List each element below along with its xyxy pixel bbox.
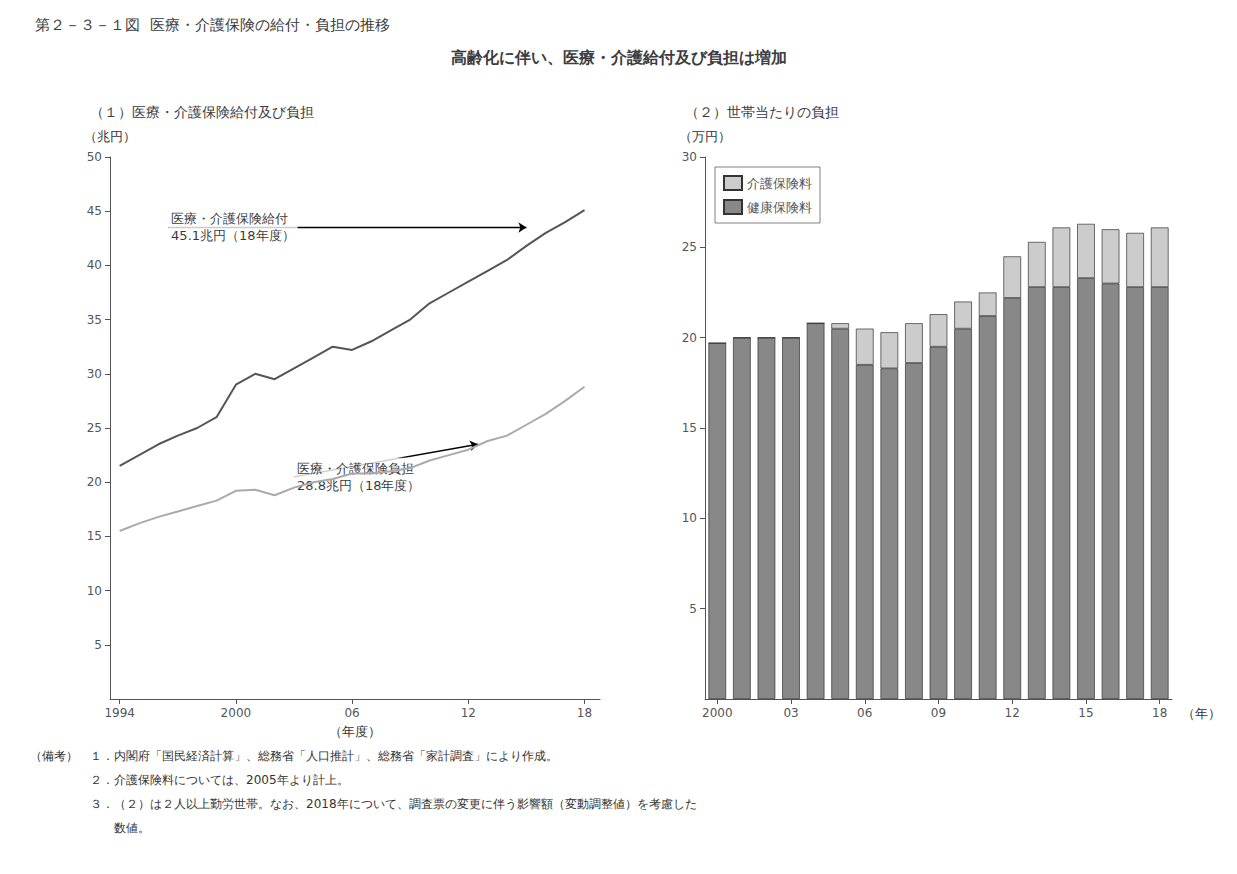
svg-text:1994: 1994 xyxy=(104,706,135,720)
svg-text:15: 15 xyxy=(87,529,102,543)
svg-text:（１）医療・介護保険給付及び負担: （１）医療・介護保険給付及び負担 xyxy=(90,104,314,120)
svg-text:15: 15 xyxy=(1078,706,1093,720)
svg-text:３．（２）は２人以上勤労世帯。なお、2018年について、調査: ３．（２）は２人以上勤労世帯。なお、2018年について、調査票の変更に伴う影響額… xyxy=(30,797,697,811)
svg-text:健康保険料: 健康保険料 xyxy=(747,200,812,215)
svg-text:18: 18 xyxy=(1152,706,1167,720)
svg-text:20: 20 xyxy=(682,331,697,345)
svg-text:医療・介護保険負担: 医療・介護保険負担 xyxy=(297,460,414,476)
svg-text:15: 15 xyxy=(682,421,697,435)
svg-text:45.1兆円（18年度）: 45.1兆円（18年度） xyxy=(171,228,294,243)
svg-text:06: 06 xyxy=(857,706,872,720)
svg-text:50: 50 xyxy=(87,150,102,164)
svg-text:（備考） １．内閣府「国民経済計算」、総務省「人口推計」、総: （備考） １．内閣府「国民経済計算」、総務省「人口推計」、総務省「家計調査」によ… xyxy=(30,749,558,763)
svg-text:18: 18 xyxy=(577,706,592,720)
svg-text:25: 25 xyxy=(682,240,697,254)
svg-text:（２）世帯当たりの負担: （２）世帯当たりの負担 xyxy=(685,104,839,120)
svg-text:（兆円）: （兆円） xyxy=(84,129,136,144)
svg-text:20: 20 xyxy=(87,475,102,489)
svg-text:03: 03 xyxy=(783,706,798,720)
svg-text:09: 09 xyxy=(931,706,946,720)
svg-text:5: 5 xyxy=(689,602,697,616)
svg-text:30: 30 xyxy=(87,367,102,381)
svg-text:第２－３－１図 医療・介護保険の給付・負担の推移: 第２－３－１図 医療・介護保険の給付・負担の推移 xyxy=(35,16,390,34)
svg-text:２．介護保険料については、2005年より計上。: ２．介護保険料については、2005年より計上。 xyxy=(30,773,349,787)
svg-text:35: 35 xyxy=(87,313,102,327)
svg-text:（年度）: （年度） xyxy=(329,724,381,739)
svg-text:医療・介護保険給付: 医療・介護保険給付 xyxy=(171,211,288,226)
svg-text:（年）: （年） xyxy=(1182,706,1221,721)
svg-text:10: 10 xyxy=(682,511,697,525)
svg-text:2000: 2000 xyxy=(702,706,733,720)
svg-text:25: 25 xyxy=(87,421,102,435)
svg-text:06: 06 xyxy=(344,706,359,720)
svg-text:12: 12 xyxy=(1005,706,1020,720)
svg-text:2000: 2000 xyxy=(221,706,252,720)
svg-text:28.8兆円（18年度）: 28.8兆円（18年度） xyxy=(297,478,421,493)
svg-text:数値。: 数値。 xyxy=(30,821,150,835)
svg-text:高齢化に伴い、医療・介護給付及び負担は増加: 高齢化に伴い、医療・介護給付及び負担は増加 xyxy=(451,48,787,67)
svg-text:10: 10 xyxy=(87,584,102,598)
svg-text:5: 5 xyxy=(94,638,102,652)
svg-text:介護保険料: 介護保険料 xyxy=(747,176,812,191)
svg-text:45: 45 xyxy=(87,204,102,218)
svg-text:40: 40 xyxy=(87,258,102,272)
svg-text:30: 30 xyxy=(682,150,697,164)
svg-text:12: 12 xyxy=(461,706,476,720)
svg-text:（万円）: （万円） xyxy=(679,129,731,144)
